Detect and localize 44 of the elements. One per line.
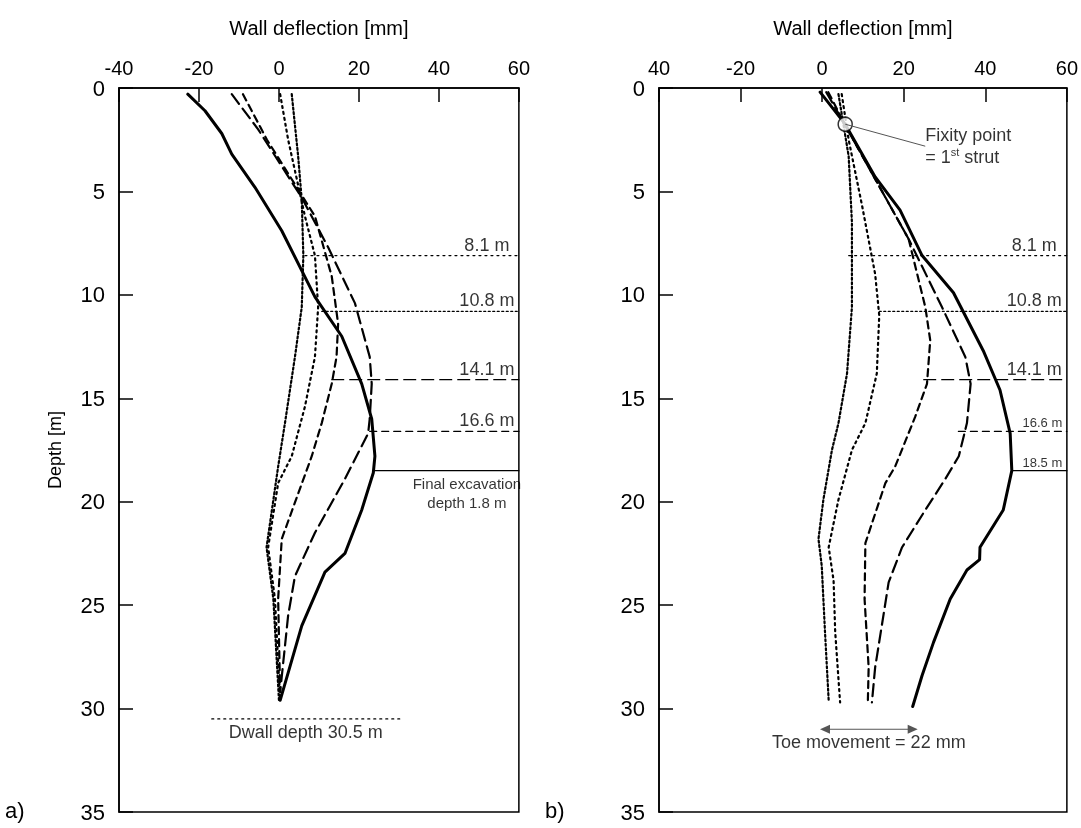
x-tick-label: -20 (184, 57, 214, 79)
x-tick-label: 20 (347, 57, 371, 79)
x-tick-label: 0 (273, 57, 285, 79)
x-tick-label: 60 (1055, 57, 1078, 79)
y-tick-label: 15 (80, 385, 105, 411)
text: a) (5, 797, 25, 823)
y-tick-label: 35 (80, 799, 105, 825)
x-tick-label: 40 (427, 57, 451, 79)
y-tick-label: 5 (92, 178, 105, 204)
annotation: 18.5 m (1022, 454, 1063, 470)
annotation: 8.1 m (1011, 234, 1057, 255)
y-tick-label: 10 (620, 282, 645, 308)
x-tick-label: 40 (647, 57, 671, 79)
x-tick-label: 0 (816, 57, 828, 79)
x-axis-title: Wall deflection [mm] (229, 17, 409, 39)
y-tick-label: 20 (80, 489, 105, 515)
x-tick-label: -40 (104, 57, 134, 79)
annotation: 14.1 m (459, 358, 515, 379)
text: b) (545, 797, 565, 823)
x-tick-label: 40 (974, 57, 997, 79)
y-tick-label: 0 (92, 75, 105, 101)
annotation: 10.8 m (1006, 290, 1062, 311)
y-tick-label: 10 (80, 282, 105, 308)
y-tick-label: 25 (620, 592, 645, 618)
annotation: 16.6 m (1022, 415, 1063, 431)
x-tick-label: -20 (726, 57, 756, 79)
y-axis-title: Depth [m] (45, 410, 65, 490)
x-axis-title: Wall deflection [mm] (773, 17, 953, 39)
y-tick-label: 35 (620, 799, 645, 825)
annotation: 8.1 m (464, 234, 510, 255)
annotation: 14.1 m (1006, 358, 1062, 379)
y-tick-label: 15 (620, 385, 645, 411)
annotation: 16.6 m (459, 410, 515, 431)
annotation: 10.8 m (459, 290, 515, 311)
x-tick-label: 60 (507, 57, 530, 79)
y-tick-label: 30 (80, 696, 105, 722)
y-tick-label: 0 (632, 75, 645, 101)
x-tick-label: 20 (892, 57, 915, 79)
annotation: Dwall depth 30.5 m (228, 721, 383, 742)
y-tick-label: 20 (620, 489, 645, 515)
y-tick-label: 25 (80, 592, 105, 618)
y-tick-label: 5 (632, 178, 645, 204)
y-tick-label: 30 (620, 696, 645, 722)
annotation: Toe movement = 22 mm (772, 732, 966, 753)
